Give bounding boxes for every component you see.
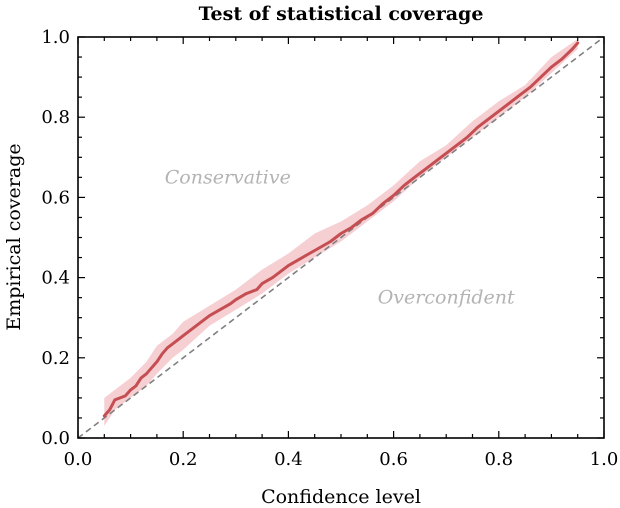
y-tick-label: 0.0 — [41, 428, 70, 449]
x-tick-label: 0.8 — [484, 449, 513, 470]
ideal-calibration-line — [77, 36, 605, 439]
y-tick-label: 0.4 — [41, 268, 70, 289]
x-tick-labels: 0.0 0.2 0.4 0.6 0.8 1.0 — [64, 449, 619, 470]
y-tick-label: 0.6 — [41, 187, 70, 208]
tick-marks — [77, 36, 605, 439]
y-tick-label: 1.0 — [41, 27, 70, 48]
y-tick-labels: 0.0 0.2 0.4 0.6 0.8 1.0 — [41, 27, 70, 449]
coverage-line-layer — [102, 41, 580, 418]
y-axis-label: Empirical coverage — [3, 143, 25, 330]
x-axis-label: Confidence level — [261, 486, 421, 508]
chart-title: Test of statistical coverage — [199, 3, 484, 25]
x-tick-label: 0.2 — [169, 449, 198, 470]
x-tick-label: 0.4 — [274, 449, 303, 470]
x-tick-label: 0.0 — [64, 449, 93, 470]
y-tick-label: 0.8 — [41, 107, 70, 128]
x-tick-label: 0.6 — [379, 449, 408, 470]
y-tick-label: 0.2 — [41, 348, 70, 369]
annotation-conservative: Conservative — [165, 166, 291, 188]
ideal-line-layer — [77, 36, 605, 439]
x-tick-label: 1.0 — [590, 449, 619, 470]
coverage-line — [102, 41, 580, 418]
annotation-overconfident: Overconfident — [378, 287, 515, 309]
